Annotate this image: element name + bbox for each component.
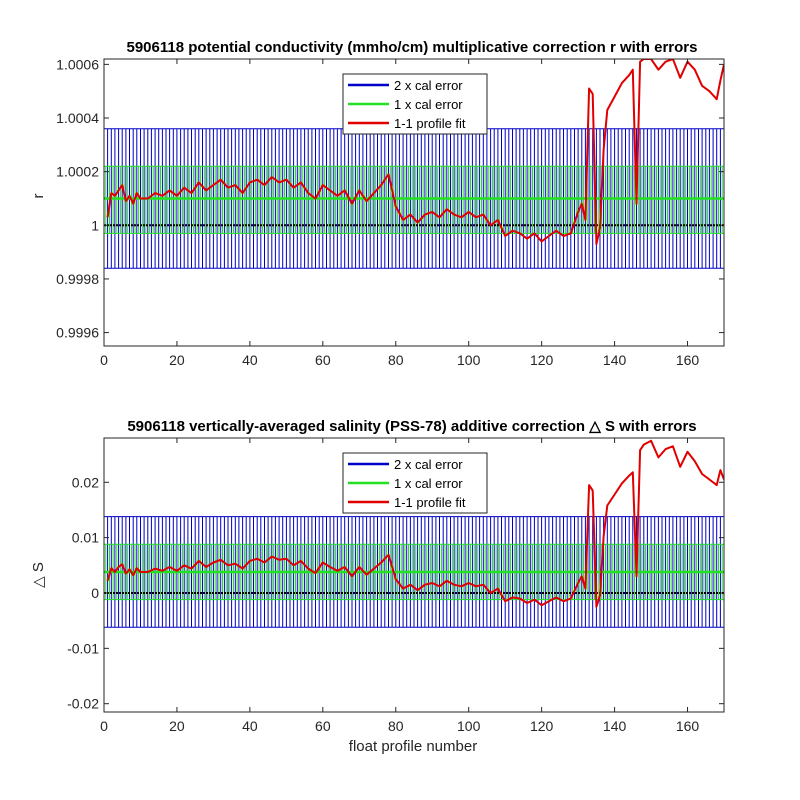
x-tick-label: 60 <box>315 352 331 368</box>
x-tick-label: 40 <box>242 718 258 734</box>
salinity-correction-panel: 5906118 vertically-averaged salinity (PS… <box>30 418 725 755</box>
x-tick-label: 80 <box>388 352 404 368</box>
y-tick-label: -0.01 <box>67 640 99 656</box>
y-axis-label: r <box>30 194 47 199</box>
y-tick-label: -0.02 <box>67 696 99 712</box>
y-tick-label: 1.0006 <box>56 56 99 72</box>
y-tick-label: 0.9996 <box>56 325 99 341</box>
x-tick-label: 20 <box>169 352 185 368</box>
y-tick-label: 0 <box>91 585 99 601</box>
x-tick-label: 120 <box>530 352 554 368</box>
legend: 2 x cal error 1 x cal error 1-1 profile fi… <box>342 452 488 514</box>
chart-title: 5906118 vertically-averaged salinity (PS… <box>127 418 696 435</box>
x-tick-label: 60 <box>315 718 331 734</box>
y-axis-label: △ S <box>30 562 47 588</box>
axes-box <box>103 437 725 713</box>
y-tick-label: 1.0002 <box>56 164 99 180</box>
y-tick-label: 1.0004 <box>56 110 99 126</box>
x-tick-label: 120 <box>530 718 554 734</box>
legend-label: 1-1 profile fit <box>394 116 466 131</box>
legend-label: 2 x cal error <box>394 78 463 93</box>
x-tick-label: 0 <box>100 352 108 368</box>
profile-fit-line <box>106 439 724 608</box>
x-axis-label: float profile number <box>349 738 477 755</box>
x-tick-label: 40 <box>242 352 258 368</box>
x-tick-label: 160 <box>676 352 700 368</box>
y-tick-label: 0.02 <box>72 474 99 490</box>
x-tick-label: 100 <box>457 352 481 368</box>
x-tick-label: 140 <box>603 352 627 368</box>
cal1-band <box>105 166 723 234</box>
legend: 2 x cal error 1 x cal error 1-1 profile fi… <box>342 73 488 135</box>
x-tick-label: 160 <box>676 718 700 734</box>
legend-label: 2 x cal error <box>394 457 463 472</box>
x-tick-label: 0 <box>100 718 108 734</box>
legend-label: 1 x cal error <box>394 97 463 112</box>
chart-title: 5906118 potential conductivity (mmho/cm)… <box>127 39 698 56</box>
y-tick-label: 0.9998 <box>56 271 99 287</box>
legend-label: 1-1 profile fit <box>394 495 466 510</box>
conductivity-correction-panel: 5906118 potential conductivity (mmho/cm)… <box>30 39 725 368</box>
x-tick-label: 100 <box>457 718 481 734</box>
legend-label: 1 x cal error <box>394 476 463 491</box>
x-tick-label: 20 <box>169 718 185 734</box>
axes-box <box>103 58 725 347</box>
x-tick-label: 80 <box>388 718 404 734</box>
y-tick-label: 1 <box>91 217 99 233</box>
y-tick-label: 0.01 <box>72 530 99 546</box>
x-tick-label: 140 <box>603 718 627 734</box>
profile-fit-line <box>106 59 724 246</box>
